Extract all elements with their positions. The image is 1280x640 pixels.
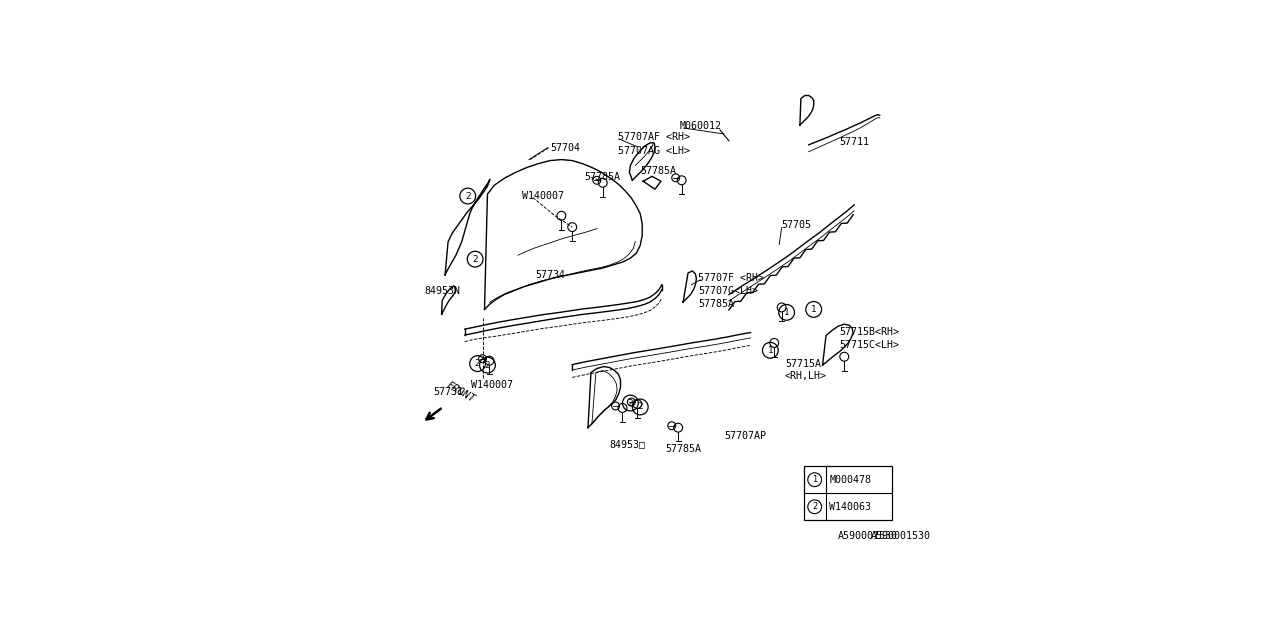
Text: M060012: M060012 xyxy=(680,121,722,131)
Text: 2: 2 xyxy=(637,403,643,412)
Text: W140007: W140007 xyxy=(471,380,513,390)
Text: 57707AG <LH>: 57707AG <LH> xyxy=(617,146,690,156)
Text: 84953□: 84953□ xyxy=(609,439,645,449)
Text: W140007: W140007 xyxy=(522,191,564,201)
Text: 57707G<LH>: 57707G<LH> xyxy=(698,286,758,296)
Text: 57785A: 57785A xyxy=(585,172,621,182)
Text: M000478: M000478 xyxy=(829,475,872,484)
Text: 2: 2 xyxy=(485,360,490,369)
Text: 57711: 57711 xyxy=(840,137,869,147)
Text: 84953N: 84953N xyxy=(425,286,461,296)
Text: 2: 2 xyxy=(472,255,477,264)
Text: 1: 1 xyxy=(810,305,817,314)
Text: 2: 2 xyxy=(627,399,634,408)
Text: 2: 2 xyxy=(812,502,818,511)
Text: A590001530: A590001530 xyxy=(870,531,931,541)
Text: 57715A: 57715A xyxy=(785,358,820,369)
Text: 1: 1 xyxy=(768,346,773,355)
Text: 57704: 57704 xyxy=(550,143,580,153)
FancyBboxPatch shape xyxy=(804,466,892,520)
Text: W140063: W140063 xyxy=(829,502,872,512)
Text: 57707F <RH>: 57707F <RH> xyxy=(698,273,764,283)
Text: <RH,LH>: <RH,LH> xyxy=(785,371,827,381)
Text: A590001530: A590001530 xyxy=(837,531,897,541)
Text: 57715B<RH>: 57715B<RH> xyxy=(840,327,900,337)
Text: 57715C<LH>: 57715C<LH> xyxy=(840,340,900,350)
Text: 2: 2 xyxy=(465,191,471,200)
Text: 2: 2 xyxy=(475,359,480,368)
Text: 1: 1 xyxy=(812,475,818,484)
Text: 57785A: 57785A xyxy=(698,300,733,310)
Text: 57707AF <RH>: 57707AF <RH> xyxy=(617,132,690,142)
Text: 57734: 57734 xyxy=(535,270,566,280)
Text: 57731: 57731 xyxy=(433,387,463,397)
Text: 1: 1 xyxy=(783,308,790,317)
Text: 57785A: 57785A xyxy=(640,166,676,177)
Text: FRONT: FRONT xyxy=(444,380,476,404)
Text: 57785A: 57785A xyxy=(664,444,701,454)
Text: 57707AP: 57707AP xyxy=(724,431,765,440)
Text: 57705: 57705 xyxy=(782,220,812,230)
